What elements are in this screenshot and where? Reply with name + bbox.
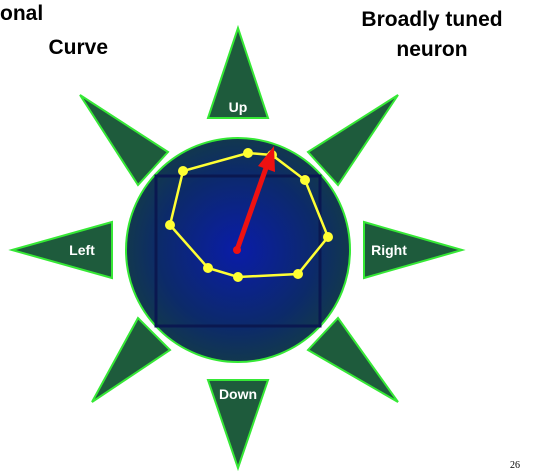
diagram: onal Curve Broadly tuned neuron Up Down … — [0, 0, 535, 474]
page-number: 26 — [510, 460, 520, 471]
upright-triangle — [308, 95, 398, 185]
page: onal Curve Broadly tuned neuron Up Down … — [0, 0, 535, 474]
label-right: Right — [371, 242, 407, 258]
label-up: Up — [229, 99, 248, 115]
label-down: Down — [219, 386, 257, 402]
left-triangle — [12, 222, 112, 278]
arrow-origin — [233, 246, 241, 254]
title-left-line: onal — [0, 2, 43, 25]
title-right-line: Broadly tuned — [361, 8, 502, 31]
upleft-triangle — [80, 95, 168, 185]
label-left: Left — [69, 242, 95, 258]
title-left-line: Curve — [48, 36, 108, 59]
downleft-triangle — [92, 318, 170, 402]
title-right-line: neuron — [396, 38, 467, 61]
downright-triangle — [308, 318, 398, 402]
